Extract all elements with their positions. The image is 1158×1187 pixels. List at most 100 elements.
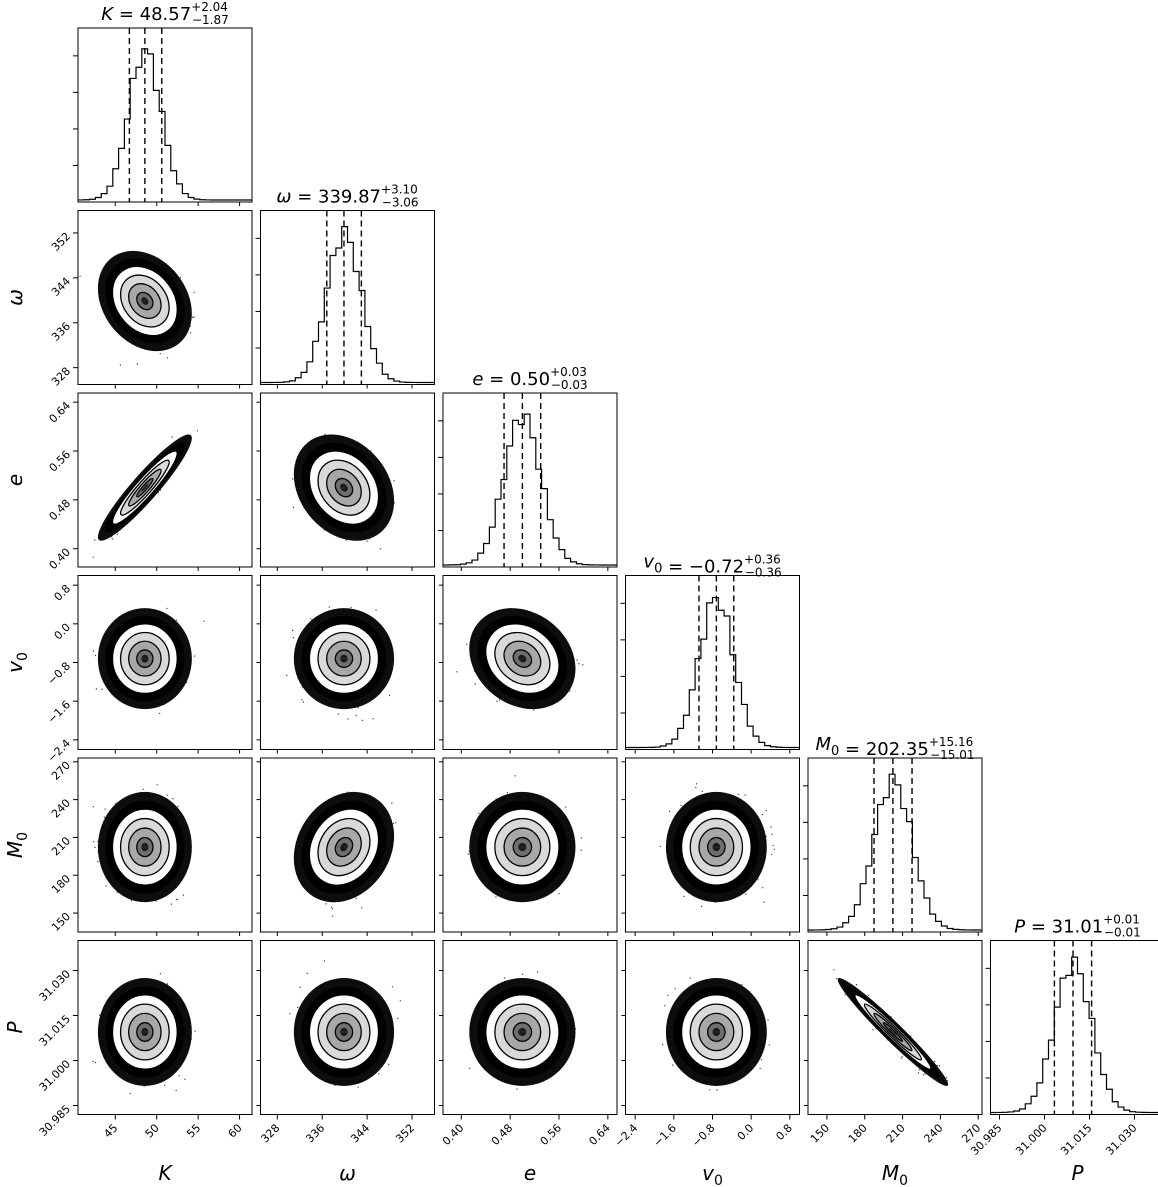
- histogram-step-omega: [260, 226, 435, 384]
- ytick-label-v0-0: −2.4: [45, 737, 73, 765]
- histogram-omega: [255, 210, 435, 385]
- xtick-label-omega-1: 336: [303, 1121, 327, 1145]
- xtick-label-omega-3: 352: [393, 1121, 417, 1145]
- ytick-label-M0-1: 180: [49, 872, 73, 896]
- ytick-label-M0-2: 210: [49, 834, 73, 858]
- xtick-label-e-0: 0.40: [440, 1121, 467, 1148]
- title-M0: M0 = 202.35+15.16 −15.01: [816, 734, 975, 762]
- xtick-label-omega-2: 344: [348, 1121, 372, 1145]
- joint-frame-omega-P: [260, 940, 435, 1115]
- ytick-label-M0-0: 150: [49, 910, 73, 934]
- ytick-label-P-0: 30.985: [37, 1102, 73, 1138]
- ytick-label-M0-3: 240: [49, 797, 73, 821]
- joint-omega-M0: [260, 757, 435, 933]
- xtick-label-v0-1: −1.6: [651, 1121, 679, 1149]
- histogram-frame-P: [990, 940, 1158, 1115]
- xtick-label-e-1: 0.48: [489, 1121, 516, 1148]
- xtick-label-e-3: 0.64: [586, 1121, 613, 1148]
- xtick-label-M0-1: 180: [846, 1121, 870, 1145]
- ytick-label-v0-4: 0.8: [52, 582, 74, 604]
- xtick-label-v0-4: 0.8: [773, 1121, 795, 1143]
- histogram-v0: [620, 575, 800, 750]
- xtick-label-e-2: 0.56: [538, 1121, 565, 1148]
- xtick-label-P-1: 31.000: [1013, 1121, 1049, 1157]
- joint-K-omega: [77, 210, 253, 385]
- ytick-label-omega-3: 352: [49, 230, 73, 254]
- ytick-label-e-3: 0.64: [47, 399, 74, 426]
- xaxis-label-M0: M0: [882, 1161, 908, 1187]
- ytick-label-P-3: 31.030: [37, 967, 73, 1003]
- histogram-frame-v0: [625, 575, 800, 750]
- ytick-label-omega-1: 336: [49, 320, 73, 344]
- yaxis-label-e: e: [3, 474, 27, 486]
- xtick-label-M0-2: 210: [884, 1121, 908, 1145]
- parameter-titles: K = 48.57+2.04 −1.87 ω = 339.87+3.10 −3.06 e…: [101, 0, 1140, 940]
- joint-omega-v0: [260, 575, 435, 750]
- ytick-label-v0-1: −1.6: [45, 698, 73, 726]
- title-P: P = 31.01+0.01 −0.01: [1014, 913, 1140, 940]
- histogram-step-v0: [625, 596, 800, 749]
- xtick-label-v0-3: 0.0: [735, 1121, 757, 1143]
- joint-frame-K-omega: [77, 210, 253, 385]
- joint-frame-K-M0: [77, 757, 253, 933]
- xtick-label-M0-0: 150: [808, 1121, 832, 1145]
- joint-K-P: [77, 940, 253, 1115]
- title-omega: ω = 339.87+3.10 −3.06: [276, 183, 418, 210]
- joint-distribution-panels: [77, 210, 983, 1115]
- joint-frame-e-P: [442, 940, 618, 1115]
- xaxis-label-v0: v0: [702, 1161, 723, 1187]
- xtick-label-P-3: 31.030: [1103, 1121, 1139, 1157]
- xtick-label-K-0: 45: [101, 1121, 120, 1140]
- joint-e-M0: [442, 757, 618, 933]
- ytick-label-e-2: 0.56: [47, 448, 74, 475]
- ytick-label-omega-2: 344: [49, 275, 73, 299]
- title-e: e = 0.50+0.03 −0.03: [472, 365, 587, 392]
- histogram-step-P: [990, 956, 1158, 1114]
- yaxis-label-M0: M0: [3, 832, 31, 858]
- xtick-label-K-3: 60: [226, 1121, 245, 1140]
- histogram-e: [438, 392, 618, 568]
- ytick-label-P-2: 31.015: [37, 1012, 73, 1048]
- xtick-label-omega-0: 328: [258, 1121, 282, 1145]
- joint-e-v0: [442, 575, 618, 750]
- yaxis-label-omega: ω: [3, 289, 27, 306]
- joint-frame-K-e: [77, 392, 253, 568]
- ytick-label-omega-0: 328: [49, 365, 73, 389]
- histogram-P: [985, 940, 1158, 1115]
- xaxis-label-K: K: [158, 1161, 173, 1185]
- histogram-frame-M0: [807, 757, 983, 933]
- joint-M0-P: [807, 940, 983, 1115]
- histogram-step-M0: [808, 773, 982, 931]
- xtick-label-K-1: 50: [143, 1121, 162, 1140]
- yaxis-label-v0: v0: [3, 652, 31, 673]
- xtick-label-M0-3: 240: [921, 1121, 945, 1145]
- yaxis-label-P: P: [3, 1021, 27, 1034]
- joint-v0-M0: [625, 757, 800, 933]
- joint-omega-P: [260, 940, 435, 1115]
- joint-frame-K-P: [77, 940, 253, 1115]
- ytick-label-v0-2: −0.8: [45, 659, 73, 687]
- histogram-K: [73, 27, 253, 203]
- xaxis-label-P: P: [1071, 1161, 1084, 1185]
- joint-v0-P: [625, 940, 800, 1115]
- xtick-label-v0-2: −0.8: [690, 1121, 718, 1149]
- ytick-label-P-1: 31.000: [37, 1057, 73, 1093]
- joint-K-v0: [77, 575, 253, 750]
- joint-frame-e-M0: [442, 757, 618, 933]
- joint-omega-e: [260, 392, 435, 568]
- xaxis-label-omega: ω: [339, 1161, 356, 1185]
- ytick-label-e-0: 0.40: [47, 546, 74, 573]
- histogram-M0: [803, 757, 983, 933]
- histogram-step-K: [78, 48, 252, 201]
- title-v0: v0 = −0.72+0.36 −0.36: [643, 552, 781, 580]
- joint-frame-omega-e: [260, 392, 435, 568]
- histogram-step-e: [443, 413, 617, 566]
- xtick-label-P-2: 31.015: [1058, 1121, 1094, 1157]
- xtick-label-v0-0: −2.4: [612, 1121, 640, 1149]
- xtick-label-K-2: 55: [184, 1121, 203, 1140]
- histogram-panels: [73, 27, 1158, 1115]
- ytick-label-v0-3: 0.0: [52, 621, 74, 643]
- ytick-label-e-1: 0.48: [47, 497, 74, 524]
- joint-K-e: [77, 392, 253, 568]
